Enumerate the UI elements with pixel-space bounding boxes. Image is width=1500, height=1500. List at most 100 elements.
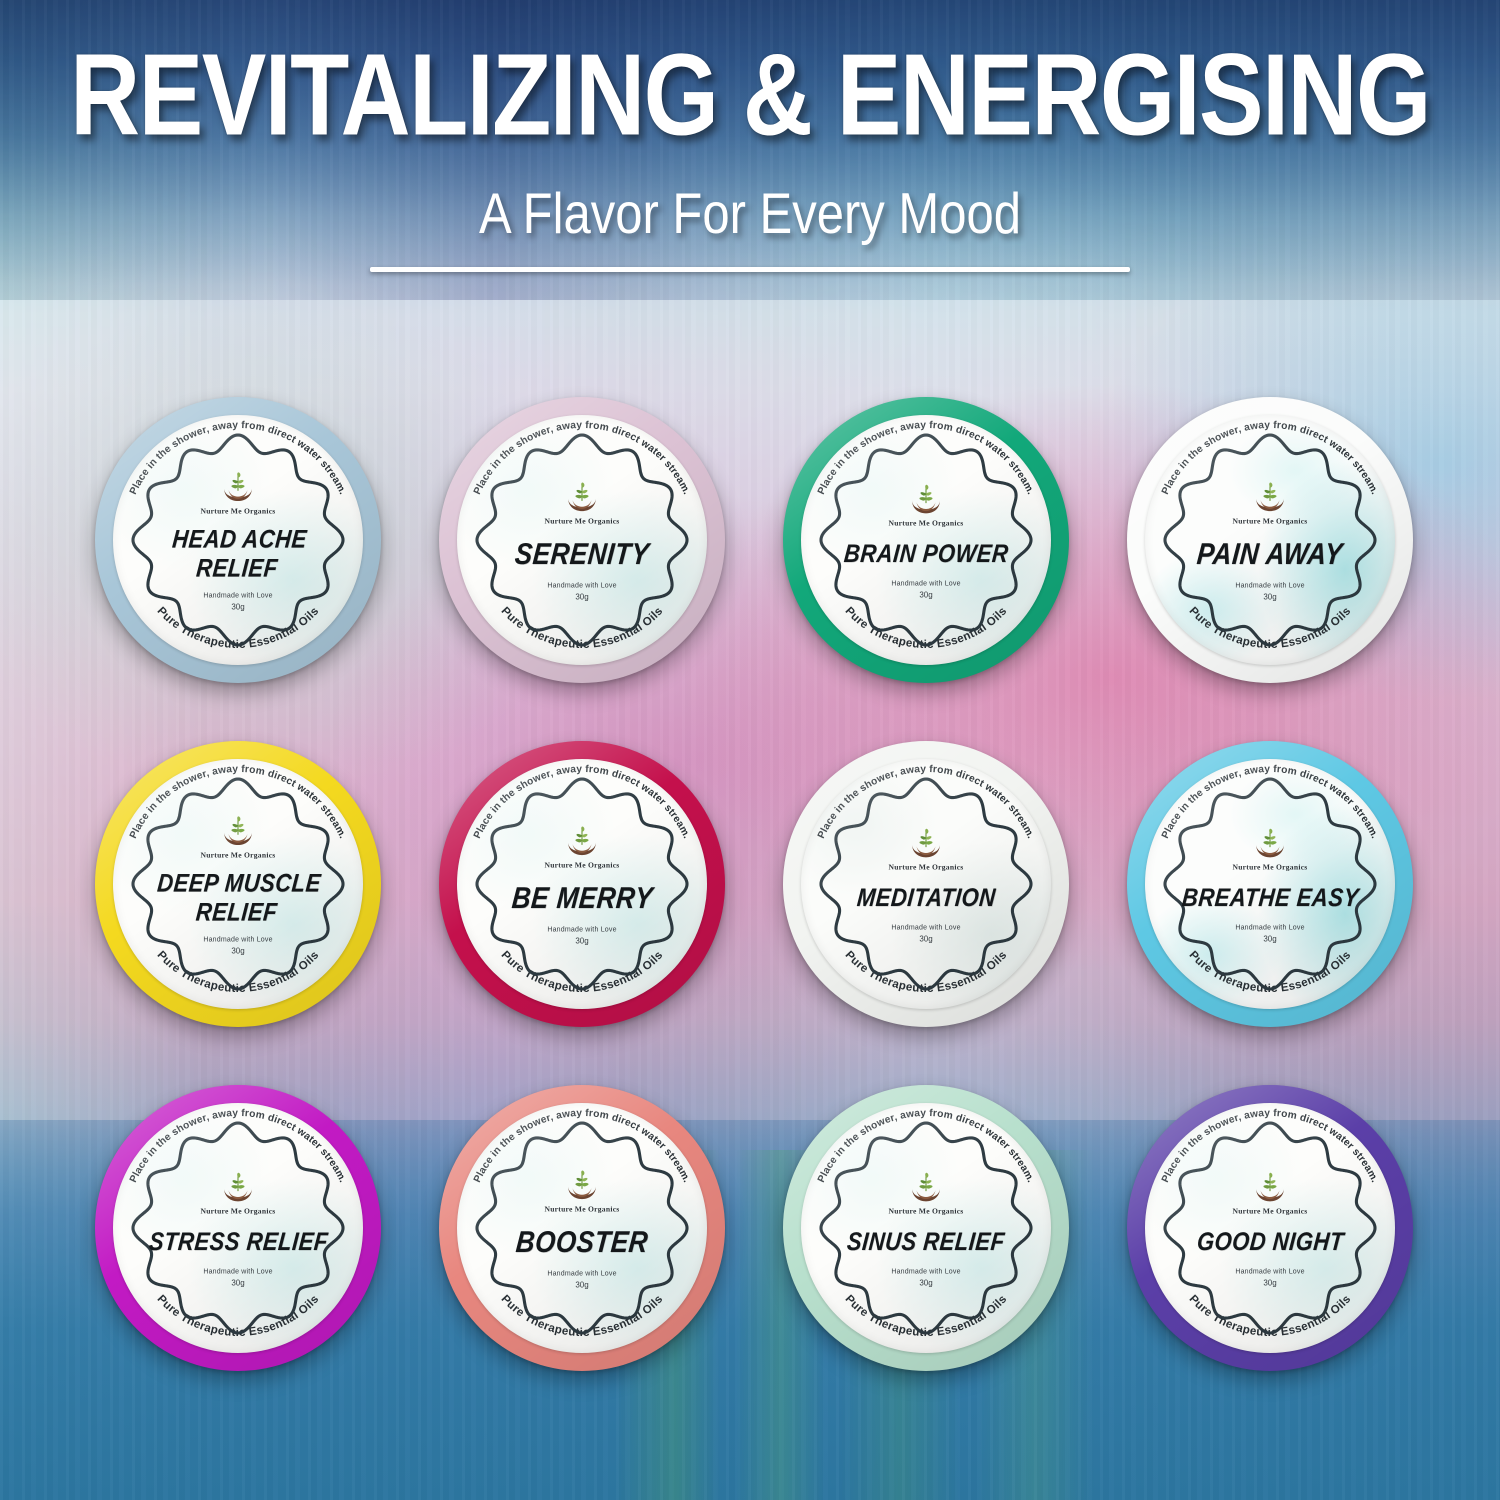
label-inner-content: Nurture Me Organics STRESS RELIEF Handmade…	[143, 1169, 333, 1287]
product-name: MEDITATION	[855, 882, 997, 912]
label-inner-content: Nurture Me Organics GOOD NIGHT Handmade wi…	[1175, 1169, 1365, 1287]
product-disc-be-merry[interactable]: Place in the shower, away from direct wa…	[439, 741, 725, 1027]
page-title: REVITALIZING & ENERGISING	[70, 30, 1431, 161]
handmade-text: Handmade with Love	[547, 582, 617, 590]
handmade-text: Handmade with Love	[1235, 924, 1305, 932]
weight-text: 30g	[575, 592, 589, 602]
plant-in-hands-logo-icon	[224, 1172, 252, 1202]
product-disc-sinus-relief[interactable]: Place in the shower, away from direct wa…	[783, 1085, 1069, 1371]
label-tagline-arc: Pure Therapeutic Essential Oils	[843, 948, 1009, 995]
product-disc-breathe-easy[interactable]: Place in the shower, away from direct wa…	[1127, 741, 1413, 1027]
plant-in-hands-logo-icon	[1256, 828, 1284, 858]
product-name: SINUS RELIEF	[846, 1226, 1007, 1256]
label-inner-content: Nurture Me Organics BRAIN POWER Handmade w…	[831, 481, 1021, 599]
product-label: Place in the shower, away from direct wa…	[1145, 415, 1395, 665]
handmade-text: Handmade with Love	[203, 592, 273, 600]
label-footer: Handmade with Love 30g	[203, 1268, 272, 1287]
product-disc-booster[interactable]: Place in the shower, away from direct wa…	[439, 1085, 725, 1371]
product-disc-brain-power[interactable]: Place in the shower, away from direct wa…	[783, 397, 1069, 683]
label-decorative-ring	[1163, 1121, 1377, 1335]
product-disc-good-night[interactable]: Place in the shower, away from direct wa…	[1127, 1085, 1413, 1371]
handmade-text: Handmade with Love	[891, 1268, 961, 1276]
label-decorative-ring	[475, 777, 689, 991]
product-disc-meditation[interactable]: Place in the shower, away from direct wa…	[783, 741, 1069, 1027]
label-inner-content: Nurture Me Organics BE MERRY Handmade with…	[487, 822, 677, 946]
weight-text: 30g	[919, 1278, 933, 1288]
product-cell: Place in the shower, away from direct wa…	[776, 734, 1076, 1034]
brand-name: Nurture Me Organics	[544, 860, 620, 870]
product-disc-serenity[interactable]: Place in the shower, away from direct wa…	[439, 397, 725, 683]
product-name: STRESS RELIEF	[147, 1226, 329, 1256]
product-cell: Place in the shower, away from direct wa…	[88, 390, 388, 690]
label-tagline-arc: Pure Therapeutic Essential Oils	[1187, 604, 1353, 651]
product-cell: Place in the shower, away from direct wa…	[88, 734, 388, 1034]
weight-text: 30g	[231, 602, 245, 612]
product-name: BE MERRY	[510, 879, 654, 915]
weight-text: 30g	[231, 946, 245, 956]
background-header-band	[0, 0, 1500, 300]
brand-name: Nurture Me Organics	[200, 850, 276, 860]
weight-text: 30g	[919, 934, 933, 944]
label-inner-content: Nurture Me Organics HEAD ACHE RELIEF Handm…	[143, 468, 333, 612]
product-disc-deep-muscle-relief[interactable]: Place in the shower, away from direct wa…	[95, 741, 381, 1027]
plant-in-hands-logo-icon	[912, 1172, 940, 1202]
label-decorative-ring	[819, 1121, 1033, 1335]
label-inner-content: Nurture Me Organics DEEP MUSCLE RELIEF Han…	[143, 812, 333, 956]
brand-name: Nurture Me Organics	[1232, 1206, 1308, 1216]
product-cell: Place in the shower, away from direct wa…	[432, 1078, 732, 1378]
label-footer: Handmade with Love 30g	[547, 927, 616, 946]
handmade-text: Handmade with Love	[1235, 582, 1305, 590]
handmade-text: Handmade with Love	[1235, 1268, 1305, 1276]
product-name: PAIN AWAY	[1195, 535, 1345, 571]
product-name: DEEP MUSCLE RELIEF	[156, 868, 323, 926]
brand-name: Nurture Me Organics	[888, 518, 964, 528]
product-cell: Place in the shower, away from direct wa…	[776, 1078, 1076, 1378]
plant-in-hands-logo-icon	[912, 484, 940, 514]
product-label: Place in the shower, away from direct wa…	[113, 415, 363, 665]
background-header-tint	[0, 0, 1500, 300]
handmade-text: Handmade with Love	[203, 1268, 273, 1276]
plant-in-hands-logo-icon	[224, 472, 252, 502]
label-decorative-ring	[819, 433, 1033, 647]
weight-text: 30g	[1263, 592, 1277, 602]
label-decorative-ring	[131, 777, 345, 991]
label-tagline-arc: Pure Therapeutic Essential Oils	[1187, 948, 1353, 995]
product-grid: Place in the shower, away from direct wa…	[88, 390, 1418, 1378]
product-label: Place in the shower, away from direct wa…	[801, 1103, 1051, 1353]
weight-text: 30g	[919, 590, 933, 600]
label-tagline-arc: Pure Therapeutic Essential Oils	[843, 1292, 1009, 1339]
brand-name: Nurture Me Organics	[888, 862, 964, 872]
handmade-text: Handmade with Love	[547, 926, 617, 934]
label-inner-content: Nurture Me Organics MEDITATION Handmade wi…	[831, 825, 1021, 944]
label-decorative-ring	[819, 777, 1033, 991]
product-name: BRAIN POWER	[842, 538, 1010, 568]
label-footer: Handmade with Love 30g	[1235, 583, 1304, 602]
product-name: BREATHE EASY	[1180, 882, 1360, 912]
label-tagline-arc: Pure Therapeutic Essential Oils	[843, 604, 1009, 651]
label-inner-content: Nurture Me Organics BOOSTER Handmade with …	[487, 1166, 677, 1290]
label-tagline-arc: Pure Therapeutic Essential Oils	[155, 1292, 321, 1339]
label-decorative-ring	[1163, 433, 1377, 647]
label-footer: Handmade with Love 30g	[891, 580, 960, 599]
label-tagline-arc: Pure Therapeutic Essential Oils	[499, 1292, 665, 1339]
product-label: Place in the shower, away from direct wa…	[1145, 759, 1395, 1009]
label-decorative-ring	[131, 433, 345, 647]
product-disc-stress-relief[interactable]: Place in the shower, away from direct wa…	[95, 1085, 381, 1371]
brand-name: Nurture Me Organics	[200, 506, 276, 516]
label-footer: Handmade with Love 30g	[891, 1268, 960, 1287]
weight-text: 30g	[1263, 1278, 1277, 1288]
product-label: Place in the shower, away from direct wa…	[113, 759, 363, 1009]
label-inner-content: Nurture Me Organics PAIN AWAY Handmade wit…	[1175, 478, 1365, 602]
product-disc-head-ache-relief[interactable]: Place in the shower, away from direct wa…	[95, 397, 381, 683]
label-footer: Handmade with Love 30g	[1235, 1268, 1304, 1287]
label-tagline-arc: Pure Therapeutic Essential Oils	[155, 948, 321, 995]
label-inner-content: Nurture Me Organics SINUS RELIEF Handmade …	[831, 1169, 1021, 1287]
handmade-text: Handmade with Love	[891, 580, 961, 588]
product-label: Place in the shower, away from direct wa…	[113, 1103, 363, 1353]
product-disc-pain-away[interactable]: Place in the shower, away from direct wa…	[1127, 397, 1413, 683]
brand-name: Nurture Me Organics	[544, 516, 620, 526]
product-cell: Place in the shower, away from direct wa…	[432, 390, 732, 690]
label-footer: Handmade with Love 30g	[203, 593, 272, 612]
label-footer: Handmade with Love 30g	[1235, 924, 1304, 943]
plant-in-hands-logo-icon	[568, 1170, 596, 1200]
